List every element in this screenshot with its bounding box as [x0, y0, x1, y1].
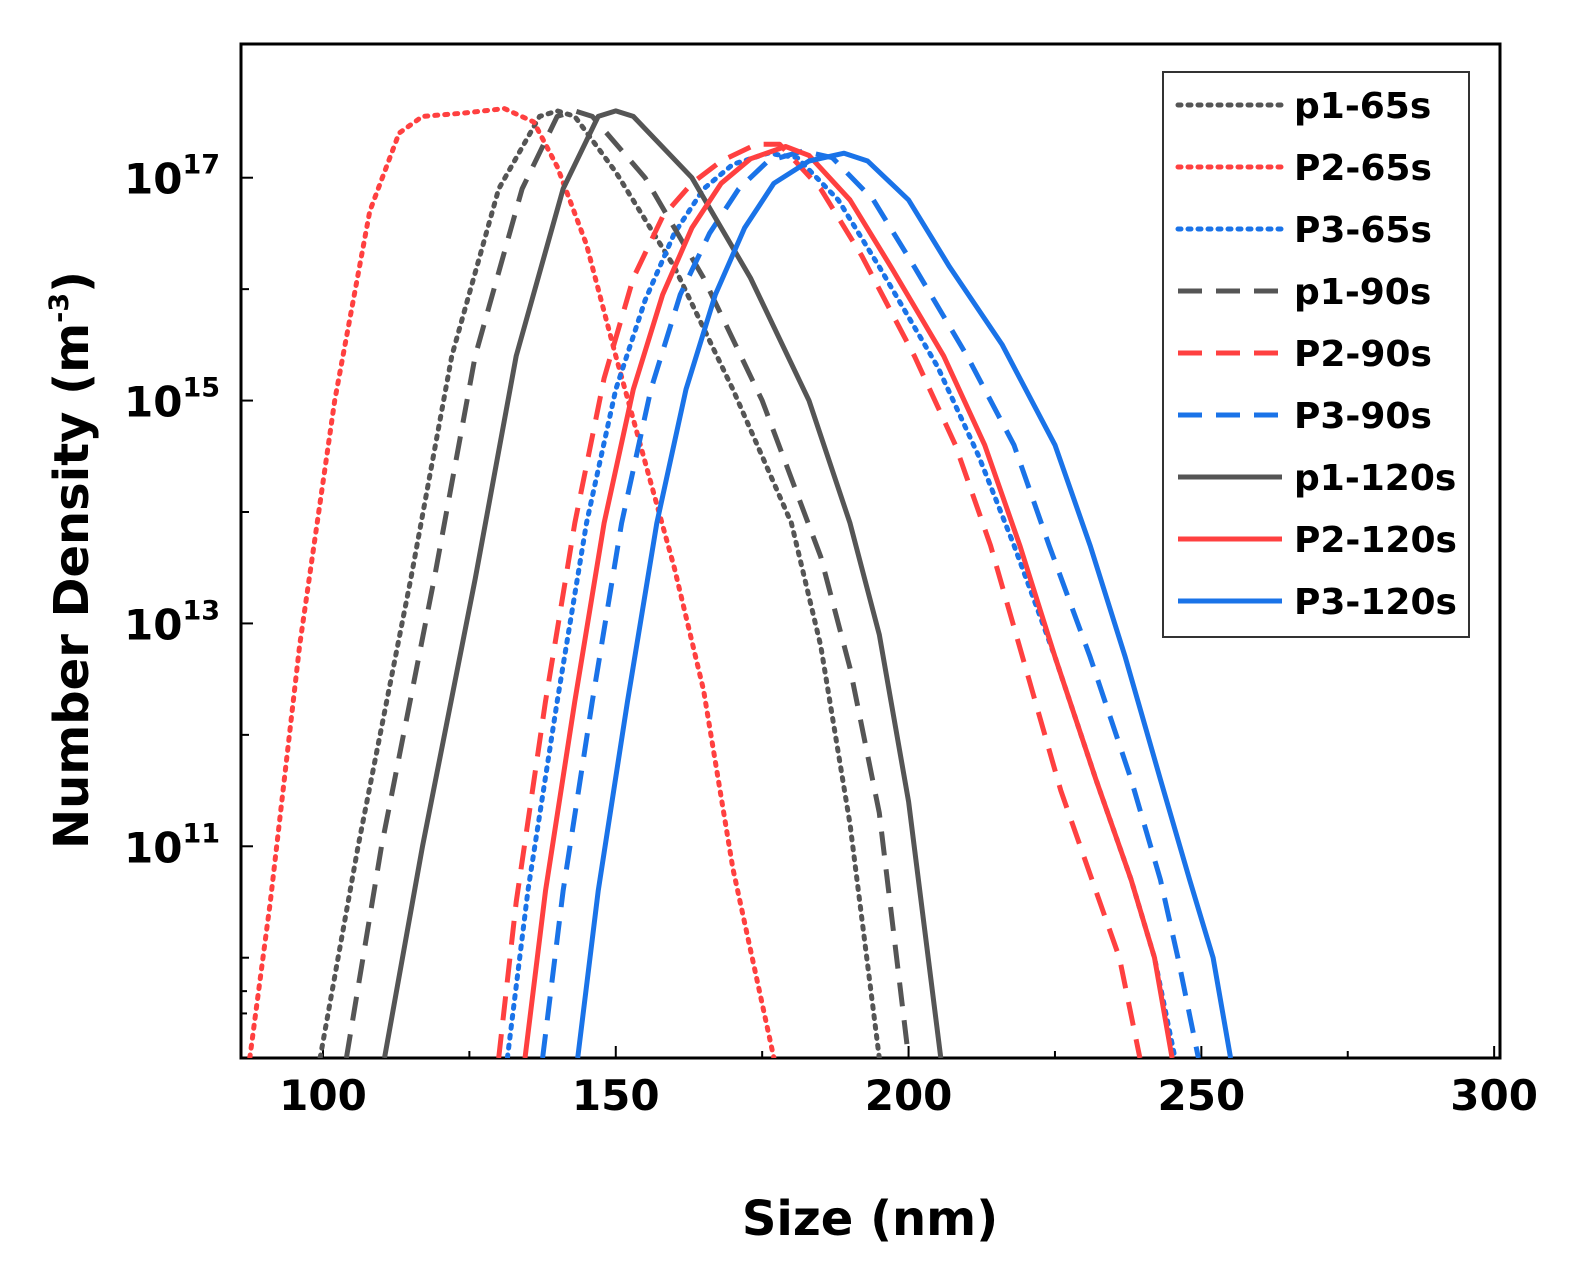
series-line-p1-120s: [382, 108, 944, 1058]
y-axis-title-main: Number Density (m: [44, 323, 100, 849]
x-axis: 100 150 200 250 300: [279, 1046, 1538, 1120]
y-axis: 1011 1013 1015 1017: [124, 150, 253, 1015]
y-tick-label: 1015: [124, 373, 220, 427]
series-line-p2-65s: [247, 106, 777, 1058]
legend-label-p1-120s: p1-120s: [1294, 458, 1456, 499]
plot-frame: [239, 42, 1502, 1060]
legend: p1-65s P2-65s P3-65s p1-90s P2-90s P3-90s p1-1…: [1162, 71, 1470, 638]
series-line-p2-90s: [496, 141, 1143, 1058]
series-layer: [247, 106, 1234, 1058]
series-line-p1-90s: [343, 108, 912, 1058]
legend-label-p2-65s: P2-65s: [1294, 148, 1432, 189]
x-tick-label: 300: [1450, 1071, 1538, 1120]
y-tick-label: 1013: [124, 595, 220, 649]
series-line-p1-65s: [317, 108, 882, 1058]
y-tick-label: 1017: [124, 150, 220, 204]
legend-label-p1-90s: p1-90s: [1294, 272, 1431, 313]
x-tick-label: 200: [865, 1071, 953, 1120]
x-tick-label: 100: [279, 1071, 367, 1120]
legend-label-p3-120s: P3-120s: [1294, 582, 1457, 623]
x-axis-title: Size (nm): [742, 1191, 998, 1247]
y-axis-title: Number Density (m-3): [44, 271, 100, 849]
legend-label-p2-120s: P2-120s: [1294, 520, 1457, 561]
y-axis-title-close: ): [44, 271, 100, 293]
series-line-p3-120s: [575, 150, 1234, 1058]
series-line-p2-120s: [522, 144, 1175, 1058]
y-axis-title-exp: -3: [44, 293, 75, 323]
x-tick-label: 150: [572, 1071, 660, 1120]
y-tick-label: 1011: [124, 818, 220, 872]
legend-label-p3-65s: P3-65s: [1294, 210, 1432, 251]
legend-label-p2-90s: P2-90s: [1294, 334, 1432, 375]
x-tick-label: 250: [1158, 1071, 1246, 1120]
legend-label-p3-90s: P3-90s: [1294, 396, 1432, 437]
legend-label-p1-65s: p1-65s: [1294, 86, 1431, 127]
legend-box: [1162, 71, 1470, 638]
